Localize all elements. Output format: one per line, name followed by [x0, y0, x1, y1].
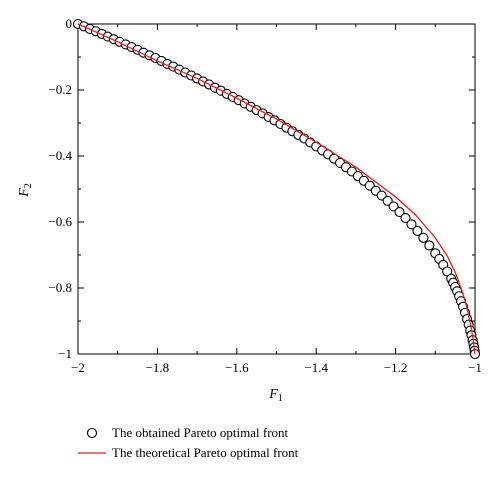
- obtained-point: [406, 219, 417, 230]
- obtained-point: [394, 207, 405, 218]
- x-axis-label: F1: [268, 387, 283, 404]
- legend-label-theoretical: The theoretical Pareto optimal front: [112, 445, 299, 460]
- legend-label-obtained: The obtained Pareto optimal front: [112, 425, 289, 440]
- y-axis-label-subscript: 2: [23, 183, 34, 188]
- y-tick-label: −0.2: [48, 82, 72, 97]
- series-layer: [72, 18, 481, 360]
- y-axis: 0 −0.2 −0.4 −0.6 −0.8 −1: [48, 16, 475, 361]
- theoretical-front-line: [77, 23, 476, 355]
- obtained-point: [418, 232, 429, 243]
- x-axis: −2 −1.8 −1.6 −1.4 −1.2 −1: [71, 24, 482, 375]
- legend-circle-marker: [86, 427, 98, 439]
- obtained-point: [412, 225, 423, 236]
- y-tick-label: −1: [58, 346, 72, 361]
- legend: The obtained Pareto optimal front The th…: [78, 425, 299, 460]
- y-tick-label: −0.6: [48, 214, 72, 229]
- obtained-point: [400, 212, 411, 224]
- x-tick-label: −2: [71, 360, 85, 375]
- y-axis-label: F2: [17, 183, 34, 198]
- y-tick-label: 0: [66, 16, 73, 31]
- x-axis-label-subscript: 1: [278, 393, 283, 404]
- x-tick-label: −1: [468, 360, 482, 375]
- plot-frame: [77, 23, 476, 355]
- x-tick-label: −1.8: [146, 360, 170, 375]
- y-tick-label: −0.8: [48, 280, 72, 295]
- y-tick-label: −0.4: [48, 148, 72, 163]
- x-tick-label: −1.6: [225, 360, 249, 375]
- x-tick-label: −1.4: [304, 360, 328, 375]
- obtained-point: [424, 240, 435, 251]
- x-tick-label: −1.2: [384, 360, 408, 375]
